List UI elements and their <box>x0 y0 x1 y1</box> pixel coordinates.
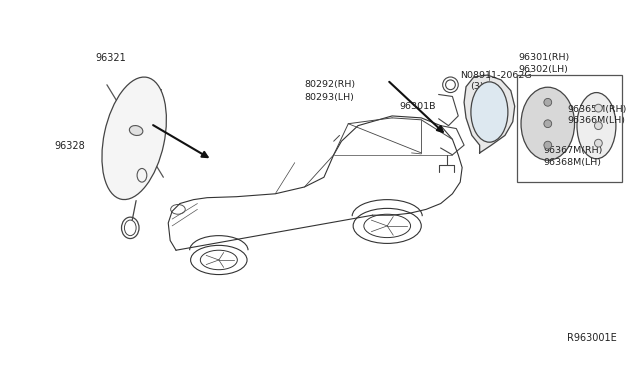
Circle shape <box>595 139 602 147</box>
Circle shape <box>544 141 552 149</box>
Text: 96367M(RH): 96367M(RH) <box>543 147 602 155</box>
Polygon shape <box>464 75 515 153</box>
Ellipse shape <box>577 93 616 159</box>
Ellipse shape <box>102 77 166 199</box>
Text: 96328: 96328 <box>54 141 85 151</box>
Text: 80293(LH): 80293(LH) <box>305 93 355 102</box>
Ellipse shape <box>471 82 508 142</box>
Ellipse shape <box>129 126 143 135</box>
Text: 96301B: 96301B <box>400 102 436 111</box>
Text: 96365M(RH): 96365M(RH) <box>567 105 627 113</box>
Circle shape <box>595 122 602 129</box>
Text: (3): (3) <box>470 82 484 91</box>
Text: 96302(LH): 96302(LH) <box>518 65 568 74</box>
Ellipse shape <box>521 87 575 160</box>
Text: 96301(RH): 96301(RH) <box>518 53 570 62</box>
Circle shape <box>544 120 552 128</box>
Circle shape <box>595 104 602 112</box>
Text: R963001E: R963001E <box>567 333 617 343</box>
Text: 80292(RH): 80292(RH) <box>305 80 356 89</box>
Text: 96368M(LH): 96368M(LH) <box>543 158 601 167</box>
Text: N08911-2062G: N08911-2062G <box>460 71 532 80</box>
Text: 96321: 96321 <box>95 52 126 62</box>
Circle shape <box>544 99 552 106</box>
Text: 96366M(LH): 96366M(LH) <box>567 116 625 125</box>
Bar <box>516 75 621 182</box>
